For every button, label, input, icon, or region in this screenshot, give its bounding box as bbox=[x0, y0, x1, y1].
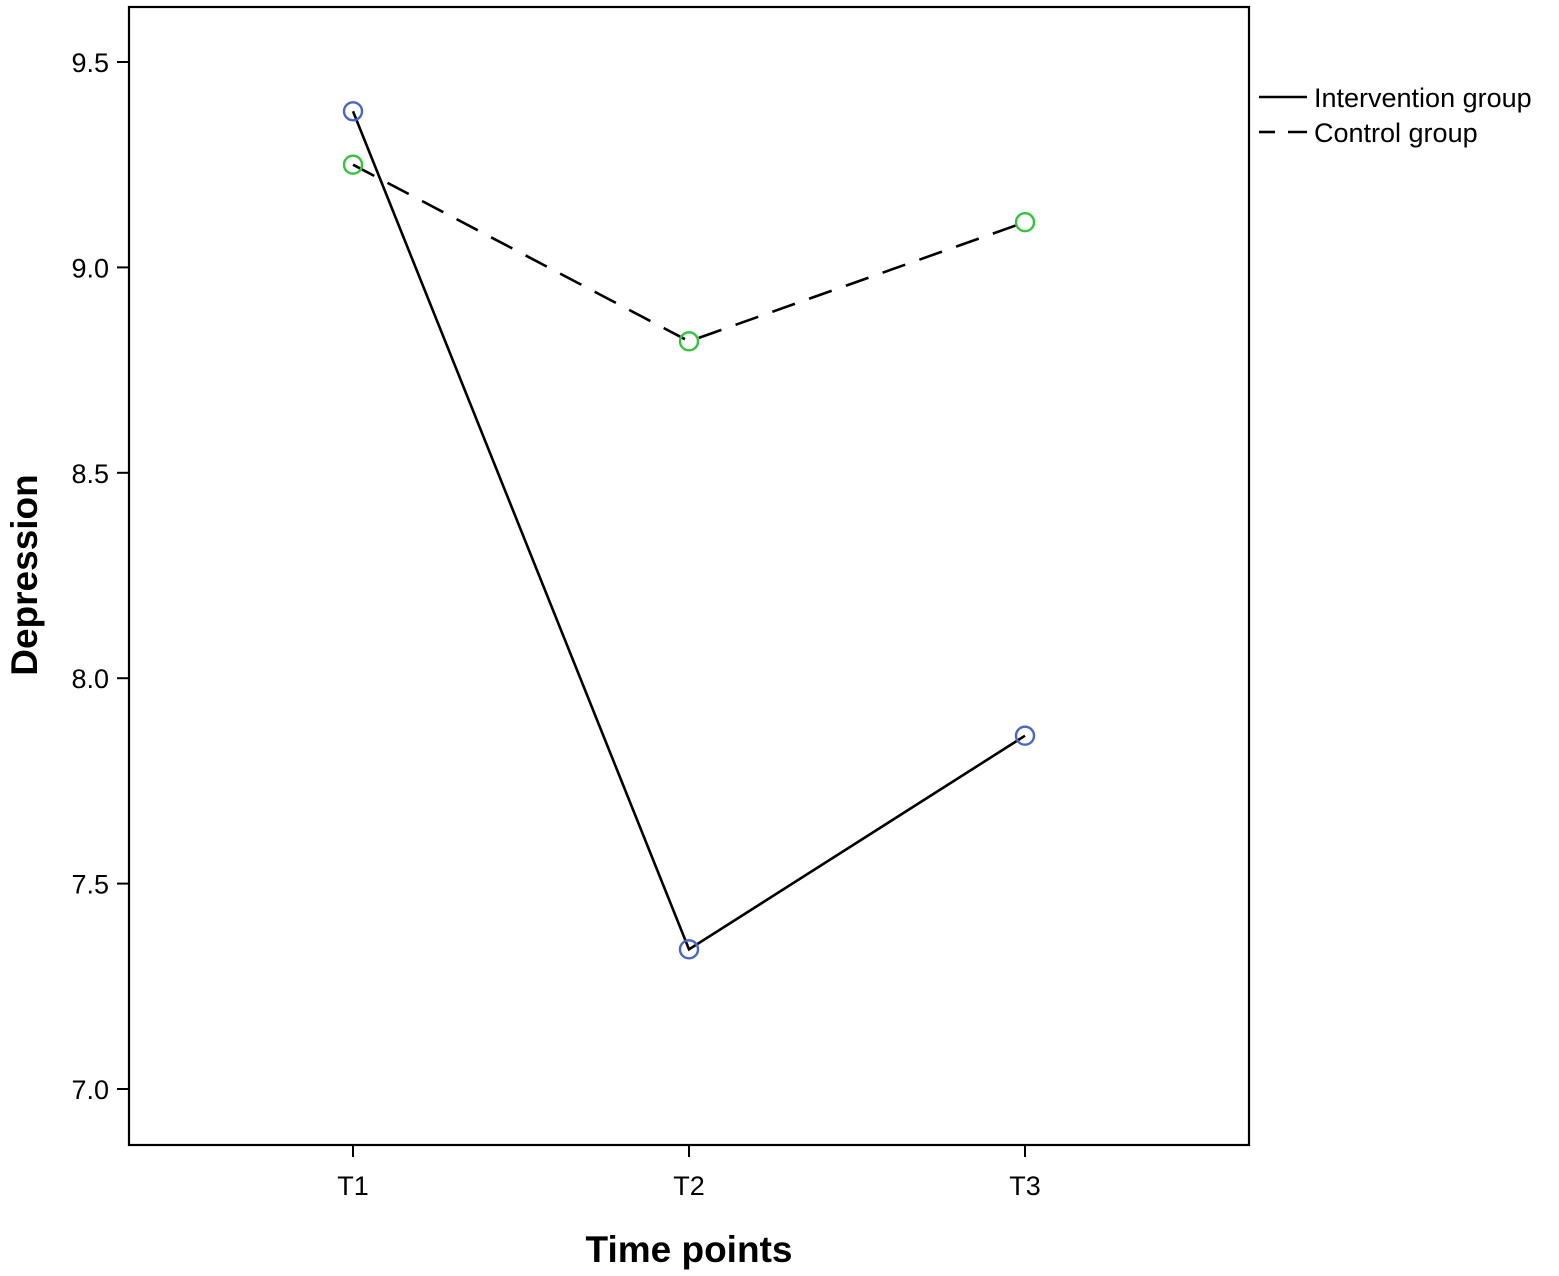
series-line-intervention bbox=[351, 110, 1026, 952]
data-point-control-t3 bbox=[1014, 212, 1036, 233]
plot-frame-group bbox=[127, 5, 1251, 1147]
data-point-control-t2 bbox=[678, 331, 700, 352]
series-group bbox=[342, 101, 1036, 960]
data-point-intervention-t1 bbox=[342, 101, 364, 122]
y-axis: 7.0 7.5 8.0 8.5 9.0 9.5 bbox=[71, 48, 129, 1105]
data-point-control-t1 bbox=[342, 154, 364, 175]
x-tick-label: T3 bbox=[1009, 1171, 1041, 1201]
y-tick-label: 7.0 bbox=[71, 1075, 109, 1105]
legend-label: Control group bbox=[1314, 118, 1478, 148]
y-axis-title: Depression bbox=[4, 474, 45, 676]
legend: Intervention group Control group bbox=[1259, 83, 1532, 148]
y-tick-label: 7.5 bbox=[71, 870, 109, 900]
data-point-intervention-t2 bbox=[678, 939, 700, 960]
x-tick-label: T1 bbox=[337, 1171, 369, 1201]
x-axis: T1 T2 T3 bbox=[337, 1145, 1041, 1201]
y-tick-label: 8.5 bbox=[71, 459, 109, 489]
x-axis-title: Time points bbox=[586, 1229, 793, 1270]
y-tick-label: 8.0 bbox=[71, 664, 109, 694]
x-tick-label: T2 bbox=[673, 1171, 705, 1201]
y-tick-label: 9.5 bbox=[71, 48, 109, 78]
legend-label: Intervention group bbox=[1314, 83, 1532, 113]
y-tick-label: 9.0 bbox=[71, 253, 109, 283]
data-point-intervention-t3 bbox=[1014, 725, 1036, 746]
plot-frame bbox=[127, 5, 1251, 1147]
series-line-control bbox=[352, 163, 1026, 343]
